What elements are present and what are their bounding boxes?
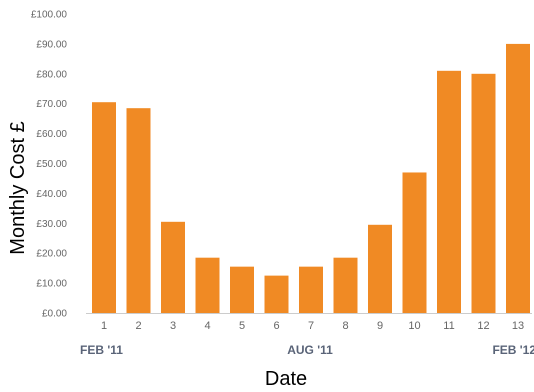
x-tick-label: 7 xyxy=(308,320,314,332)
x-tick-label: 13 xyxy=(512,320,524,332)
y-tick-label: £50.00 xyxy=(36,159,67,170)
period-label-start: FEB '11 xyxy=(80,343,123,357)
x-tick-label: 4 xyxy=(204,320,210,332)
bars xyxy=(92,43,530,314)
bar xyxy=(368,224,392,313)
x-tick-label: 8 xyxy=(342,320,348,332)
bar xyxy=(402,172,427,313)
y-tick-label: £70.00 xyxy=(36,99,67,110)
y-tick-label: £10.00 xyxy=(36,279,67,290)
bar xyxy=(195,257,220,313)
y-axis-ticks: £0.00 £10.00 £20.00 £30.00 £40.00 £50.00 £60.0… xyxy=(31,10,68,320)
y-tick-label: £90.00 xyxy=(36,39,67,50)
y-tick-label: £100.00 xyxy=(31,10,68,21)
y-tick-label: £40.00 xyxy=(36,189,67,200)
x-tick-label: 6 xyxy=(273,320,279,332)
period-label-end: FEB '12 xyxy=(492,343,534,357)
bar xyxy=(161,221,185,313)
x-tick-label: 9 xyxy=(377,320,383,332)
y-tick-label: £30.00 xyxy=(36,219,67,230)
y-axis-title: Monthly Cost £ xyxy=(7,121,29,254)
y-tick-label: £60.00 xyxy=(36,129,67,140)
bar xyxy=(126,108,151,313)
y-tick-label: £20.00 xyxy=(36,249,67,260)
x-tick-label: 5 xyxy=(239,320,245,332)
x-tick-label: 1 xyxy=(101,320,107,332)
x-tick-label: 3 xyxy=(170,320,176,332)
bar xyxy=(92,102,116,313)
x-tick-label: 11 xyxy=(443,320,454,332)
period-label-middle: AUG '11 xyxy=(287,343,333,357)
y-tick-label: £80.00 xyxy=(36,69,67,80)
x-axis-title: Date xyxy=(265,368,307,390)
bar xyxy=(471,73,496,313)
bar xyxy=(506,43,530,314)
bar xyxy=(333,257,358,313)
x-tick-label: 10 xyxy=(408,320,420,332)
bar xyxy=(299,266,323,313)
bar xyxy=(230,266,254,313)
x-tick-label: 12 xyxy=(477,320,489,332)
y-tick-label: £0.00 xyxy=(42,309,67,320)
x-axis-ticks: 1 2 3 4 5 6 7 8 9 10 11 12 13 xyxy=(101,320,524,332)
x-tick-label: 2 xyxy=(135,320,141,332)
bar xyxy=(437,70,461,313)
bar xyxy=(264,275,289,313)
